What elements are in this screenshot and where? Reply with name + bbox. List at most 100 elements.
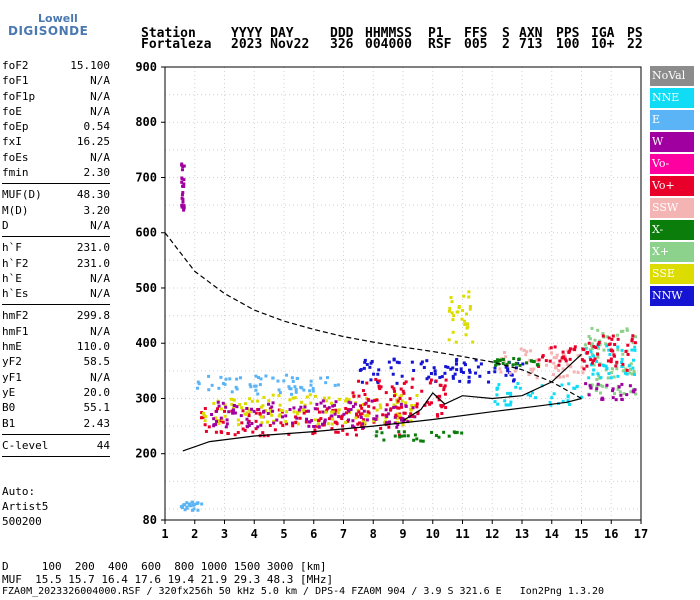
echo-point	[617, 385, 621, 389]
echo-point	[463, 363, 467, 367]
echo-point	[411, 414, 415, 418]
echo-point	[487, 380, 491, 384]
echo-point	[604, 342, 608, 346]
echo-point	[443, 392, 447, 396]
echo-point	[474, 371, 478, 375]
echo-point	[634, 335, 638, 339]
echo-point	[344, 399, 348, 403]
echo-point	[292, 406, 296, 410]
echo-point	[530, 391, 534, 395]
echo-point	[180, 168, 184, 172]
echo-point	[203, 406, 207, 410]
echo-point	[509, 400, 513, 404]
echo-point	[330, 422, 334, 426]
echo-point	[609, 349, 613, 353]
echo-point	[429, 372, 433, 376]
echo-point	[597, 340, 601, 344]
echo-point	[599, 376, 603, 380]
echo-point	[249, 410, 253, 414]
echo-point	[365, 396, 369, 400]
echo-point	[565, 363, 569, 367]
echo-point	[317, 418, 321, 422]
echo-point	[354, 433, 358, 437]
echo-point	[305, 395, 309, 399]
echo-point	[595, 387, 599, 391]
echo-point	[503, 399, 507, 403]
echo-point	[561, 399, 565, 403]
echo-point	[589, 358, 593, 362]
x-tick-label: 17	[634, 527, 648, 541]
echo-point	[403, 434, 407, 438]
echo-point	[207, 388, 211, 392]
echo-point	[499, 370, 503, 374]
echo-point	[458, 379, 462, 383]
echo-point	[535, 358, 539, 362]
echo-point	[589, 386, 593, 390]
echo-point	[396, 423, 400, 427]
echo-point	[380, 431, 384, 435]
echo-point	[331, 409, 335, 413]
echo-point	[379, 385, 383, 389]
echo-point	[347, 409, 351, 413]
param-value: 16.25	[76, 135, 110, 149]
echo-point	[267, 402, 271, 406]
echo-point	[259, 405, 263, 409]
echo-point	[370, 359, 374, 363]
echo-point	[248, 383, 252, 387]
echo-point	[594, 389, 598, 393]
echo-point	[593, 338, 597, 342]
echo-point	[620, 348, 624, 352]
echo-point	[296, 422, 300, 426]
echo-point	[345, 397, 349, 401]
echo-point	[243, 428, 247, 432]
echo-point	[453, 372, 457, 376]
param-row: h`F 231.0	[2, 240, 110, 255]
echo-point	[595, 359, 599, 363]
echo-point	[552, 361, 556, 365]
echo-point	[385, 414, 389, 418]
x-tick-label: 4	[251, 527, 258, 541]
echo-point	[566, 399, 570, 403]
echo-point	[182, 164, 186, 168]
param-row: fmin 2.30	[2, 165, 110, 180]
echo-point	[241, 427, 245, 431]
echo-point	[631, 366, 635, 370]
echo-point	[374, 434, 378, 438]
echo-point	[321, 410, 325, 414]
echo-point	[423, 403, 427, 407]
echo-point	[347, 418, 351, 422]
echo-point	[381, 413, 385, 417]
echo-point	[612, 353, 616, 357]
echo-point	[425, 359, 429, 363]
echo-point	[633, 345, 637, 349]
echo-point	[614, 398, 618, 402]
echo-point	[369, 378, 373, 382]
echo-point	[631, 334, 635, 338]
echo-point	[215, 409, 219, 413]
echo-point	[440, 405, 444, 409]
echo-point	[182, 204, 186, 208]
echo-point	[573, 345, 577, 349]
param-row: h`F2 231.0	[2, 256, 110, 271]
echo-point	[333, 420, 337, 424]
echo-point	[361, 420, 365, 424]
echo-point	[419, 362, 423, 366]
echo-point	[289, 392, 293, 396]
echo-point	[210, 412, 214, 416]
echo-point	[572, 347, 576, 351]
header-value-6: 2	[502, 37, 510, 52]
echo-point	[404, 380, 408, 384]
echo-point	[564, 359, 568, 363]
echo-point	[605, 383, 609, 387]
echo-point	[327, 396, 331, 400]
echo-point	[341, 428, 345, 432]
echo-point	[442, 388, 446, 392]
echo-point	[256, 392, 260, 396]
echo-point	[420, 360, 424, 364]
echo-point	[269, 408, 273, 412]
echo-point	[397, 406, 401, 410]
echo-point	[496, 386, 500, 390]
echo-point	[525, 361, 529, 365]
echo-point	[394, 413, 398, 417]
echo-point	[290, 376, 294, 380]
